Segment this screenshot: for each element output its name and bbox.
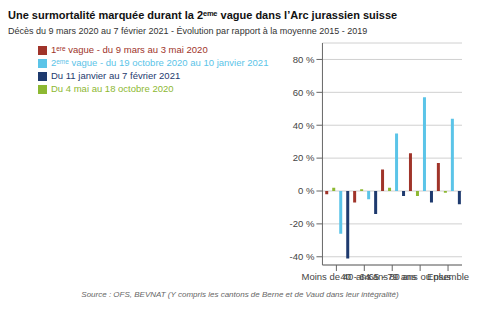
svg-text:80 ans ou plus: 80 ans ou plus xyxy=(389,270,451,282)
html-text:Décès du 9 mars 2020 au 7 févr: Décès du 9 mars 2020 au 7 février 2021 -… xyxy=(8,26,368,36)
svg-text:80 %: 80 % xyxy=(293,54,315,65)
html-text:Une surmortalité marquée duran: Une surmortalité marquée durant la 2ᵉᵐᵉ … xyxy=(8,9,398,21)
svg-text:0 %: 0 % xyxy=(298,185,315,196)
html-text:Du 4 mai au 18 octobre 2020: Du 4 mai au 18 octobre 2020 xyxy=(51,83,174,94)
html-text:Du 11 janvier au 7 février 202: Du 11 janvier au 7 février 2021 xyxy=(51,70,181,81)
svg-text:60 %: 60 % xyxy=(293,87,315,98)
html-text:1ᵉʳᵉ vague - du 9 mars au 3 ma: 1ᵉʳᵉ vague - du 9 mars au 3 mai 2020 xyxy=(51,44,208,55)
html-text:2ᵉᵐᵉ vague - du 19 octobre 202: 2ᵉᵐᵉ vague - du 19 octobre 2020 au 10 ja… xyxy=(51,57,269,68)
html-text:Source : OFS, BEVNAT (Y compri: Source : OFS, BEVNAT (Y compris les cant… xyxy=(81,290,399,299)
svg-text:-40 %: -40 % xyxy=(290,251,315,262)
svg-text:Moins de 40 ans: Moins de 40 ans xyxy=(301,270,372,282)
svg-text:Ensemble: Ensemble xyxy=(427,271,469,282)
svg-text:40 %: 40 % xyxy=(293,120,315,131)
svg-text:-20 %: -20 % xyxy=(290,218,315,229)
svg-text:20 %: 20 % xyxy=(293,152,315,163)
svg-text:40 - 64 ans: 40 - 64 ans xyxy=(340,270,389,282)
